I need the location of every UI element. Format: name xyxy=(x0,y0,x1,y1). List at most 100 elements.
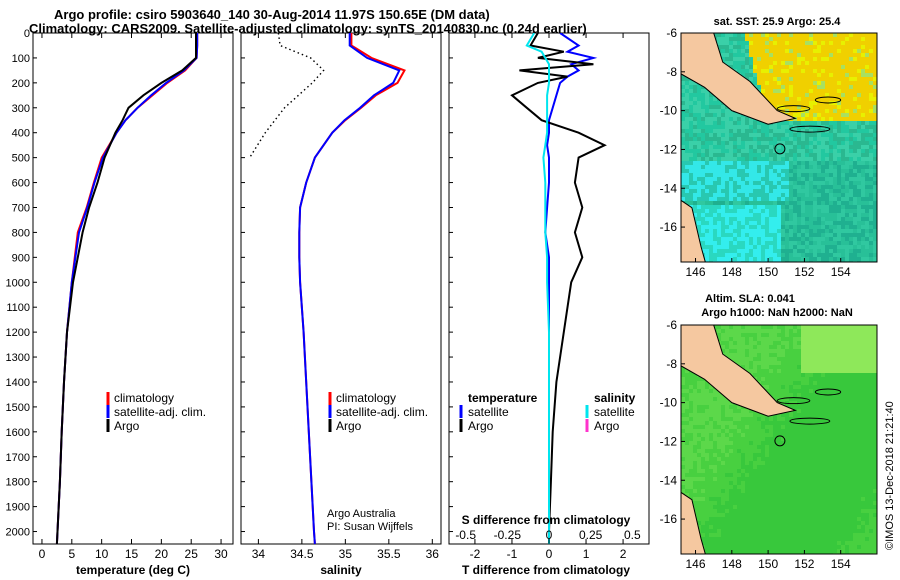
map-cell xyxy=(769,385,774,390)
map-cell xyxy=(797,173,802,178)
map-cell xyxy=(701,201,706,206)
map-cell xyxy=(837,477,842,482)
map-cell xyxy=(849,33,854,38)
map-cell xyxy=(761,461,766,466)
map-cell xyxy=(733,345,738,350)
map-cell xyxy=(765,57,770,62)
map-cell xyxy=(817,405,822,410)
map-cell xyxy=(857,389,862,394)
map-cell xyxy=(869,189,874,194)
map-cell xyxy=(829,129,834,134)
map-cell xyxy=(861,441,866,446)
map-cell xyxy=(701,113,706,118)
map-cell xyxy=(681,173,686,178)
map-cell xyxy=(753,245,758,250)
map-cell xyxy=(765,41,770,46)
map-cell xyxy=(781,365,786,370)
map-cell xyxy=(749,129,754,134)
map-cell xyxy=(853,245,858,250)
map-cell xyxy=(741,461,746,466)
map-cell xyxy=(701,437,706,442)
map-cell xyxy=(861,229,866,234)
map-cell xyxy=(829,357,834,362)
map-cell xyxy=(841,189,846,194)
map-cell xyxy=(865,353,870,358)
temperature-panel-frame xyxy=(32,32,234,545)
map-cell xyxy=(845,105,850,110)
map-cell xyxy=(849,189,854,194)
map-cell xyxy=(837,41,842,46)
map-cell xyxy=(853,381,858,386)
map-cell xyxy=(789,457,794,462)
map-cell xyxy=(793,477,798,482)
map-cell xyxy=(853,349,858,354)
map-cell xyxy=(777,417,782,422)
map-cell xyxy=(829,93,834,98)
map-cell xyxy=(821,405,826,410)
map-cell xyxy=(841,373,846,378)
map-cell xyxy=(825,341,830,346)
map-cell xyxy=(681,401,686,406)
map-cell xyxy=(789,429,794,434)
map-cell xyxy=(773,77,778,82)
map-cell xyxy=(725,189,730,194)
map-cell xyxy=(817,49,822,54)
map-cell xyxy=(721,397,726,402)
map-cell xyxy=(853,125,858,130)
map-cell xyxy=(785,129,790,134)
map-cell xyxy=(717,253,722,258)
map-cell xyxy=(701,161,706,166)
map-cell xyxy=(813,249,818,254)
map-cell xyxy=(821,365,826,370)
map-cell xyxy=(853,477,858,482)
map-cell xyxy=(821,425,826,430)
map-cell xyxy=(773,157,778,162)
map-cell xyxy=(837,153,842,158)
map-cell xyxy=(857,461,862,466)
map-cell xyxy=(729,357,734,362)
map-cell xyxy=(741,409,746,414)
map-cell xyxy=(721,53,726,58)
map-cell xyxy=(817,165,822,170)
map-cell xyxy=(757,209,762,214)
map-cell xyxy=(853,325,858,330)
map-cell xyxy=(741,49,746,54)
map-cell xyxy=(777,369,782,374)
map-cell xyxy=(749,177,754,182)
map-cell xyxy=(769,205,774,210)
map-cell xyxy=(869,169,874,174)
map-cell xyxy=(809,345,814,350)
map-cell xyxy=(717,469,722,474)
map-cell xyxy=(841,41,846,46)
map-cell xyxy=(689,425,694,430)
map-cell xyxy=(765,353,770,358)
map-cell xyxy=(829,329,834,334)
map-cell xyxy=(821,193,826,198)
map-cell xyxy=(861,233,866,238)
map-cell xyxy=(837,129,842,134)
map-cell xyxy=(837,365,842,370)
map-cell xyxy=(749,409,754,414)
map-cell xyxy=(705,445,710,450)
map-cell xyxy=(709,173,714,178)
map-cell xyxy=(789,333,794,338)
map-cell xyxy=(797,369,802,374)
map-cell xyxy=(777,237,782,242)
map-cell xyxy=(757,373,762,378)
map-cell xyxy=(773,245,778,250)
map-cell xyxy=(745,457,750,462)
map-cell xyxy=(741,325,746,330)
map-cell xyxy=(781,233,786,238)
map-cell xyxy=(761,89,766,94)
map-cell xyxy=(797,377,802,382)
map-cell xyxy=(869,65,874,70)
map-cell xyxy=(749,453,754,458)
map-cell xyxy=(817,73,822,78)
map-cell xyxy=(697,117,702,122)
map-cell xyxy=(745,413,750,418)
map-cell xyxy=(713,201,718,206)
map-cell xyxy=(873,401,877,406)
map-cell xyxy=(873,185,877,190)
map-cell xyxy=(789,385,794,390)
map-cell xyxy=(837,325,842,330)
